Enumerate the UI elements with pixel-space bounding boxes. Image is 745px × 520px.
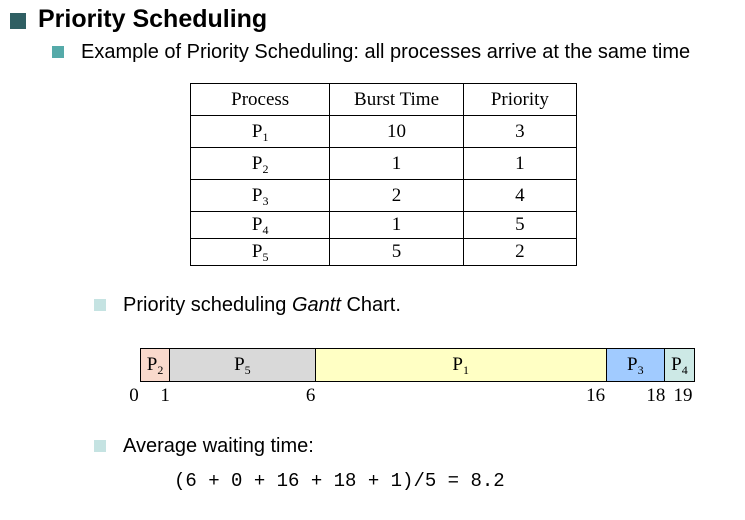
gantt-segment: P1	[315, 349, 607, 381]
priority-cell: 4	[462, 179, 578, 212]
header-process: Process	[189, 83, 331, 116]
gantt-segment-subscript: 4	[681, 363, 688, 377]
process-name: P	[251, 184, 263, 206]
process-subscript: 1	[262, 129, 269, 144]
gantt-segment-process: P	[234, 354, 245, 375]
gantt-label-emphasis: Gantt	[291, 294, 341, 316]
gantt-segment-subscript: 2	[157, 363, 164, 377]
table-header-row: Process Burst Time Priority	[189, 83, 578, 116]
gantt-tick-label: 1	[160, 385, 170, 406]
gantt-segment: P4	[664, 349, 694, 381]
process-name: P	[251, 120, 263, 142]
gantt-tick-label: 0	[129, 385, 139, 406]
gantt-segment: P3	[606, 349, 665, 381]
burst-time-cell: 1	[329, 211, 464, 239]
table-row: P4 1 5	[189, 211, 578, 239]
gantt-segment: P5	[170, 349, 316, 381]
gantt-tick-label: 18	[646, 385, 666, 406]
gantt-bullet-icon	[94, 299, 106, 311]
process-subscript: 5	[262, 250, 269, 264]
burst-time-cell: 1	[329, 147, 464, 180]
process-cell: P3	[189, 179, 331, 212]
gantt-tick-label: 6	[305, 385, 316, 406]
page-title: Priority Scheduling	[38, 5, 268, 33]
table-row: P2 1 1	[189, 147, 578, 180]
gantt-label-suffix: Chart.	[340, 294, 401, 316]
gantt-segment: P2	[141, 349, 171, 381]
burst-time-cell: 5	[329, 238, 464, 266]
table-row: P5 5 2	[189, 238, 578, 266]
process-cell: P1	[189, 115, 331, 148]
gantt-segment-process: P	[626, 354, 638, 375]
process-subscript: 2	[262, 161, 269, 176]
process-name: P	[251, 214, 263, 235]
table-row: P3 2 4	[189, 179, 578, 212]
table-row: P1 10 3	[189, 115, 578, 148]
gantt-segment-process: P	[671, 354, 682, 375]
process-name: P	[251, 241, 263, 262]
burst-time-cell: 2	[329, 179, 464, 212]
gantt-chart: P2 P5 P1 P3 P4	[140, 348, 695, 382]
priority-cell: 3	[462, 115, 578, 148]
gantt-tick-label: 19	[673, 385, 693, 406]
gantt-segment-process: P	[452, 354, 463, 375]
process-name: P	[251, 152, 263, 174]
subtitle-bullet-icon	[52, 46, 64, 58]
process-cell: P4	[189, 211, 331, 239]
header-burst-time: Burst Time	[329, 83, 464, 116]
gantt-segment-subscript: 1	[462, 363, 469, 377]
gantt-chart-label: Priority scheduling Gantt Chart.	[123, 294, 401, 317]
gantt-segment-subscript: 5	[244, 363, 251, 377]
gantt-segment-process: P	[146, 354, 158, 375]
burst-time-cell: 10	[329, 115, 464, 148]
priority-cell: 1	[462, 147, 578, 180]
process-cell: P2	[189, 147, 331, 180]
process-cell: P5	[189, 238, 331, 266]
gantt-label-prefix: Priority scheduling	[123, 294, 292, 316]
process-subscript: 4	[262, 223, 269, 237]
title-bullet-icon	[10, 13, 26, 29]
priority-cell: 2	[462, 238, 578, 266]
example-description: Example of Priority Scheduling: all proc…	[81, 41, 691, 63]
average-waiting-label: Average waiting time:	[123, 435, 314, 457]
process-table: Process Burst Time Priority P1 10 3 P2 1…	[189, 83, 578, 266]
process-subscript: 3	[262, 193, 269, 208]
gantt-tick-label: 16	[586, 385, 606, 406]
average-bullet-icon	[94, 440, 106, 452]
gantt-segment-subscript: 3	[637, 363, 644, 377]
average-waiting-formula: (6 + 0 + 16 + 18 + 1)/5 = 8.2	[174, 470, 505, 492]
header-priority: Priority	[462, 83, 578, 116]
priority-cell: 5	[462, 211, 578, 239]
